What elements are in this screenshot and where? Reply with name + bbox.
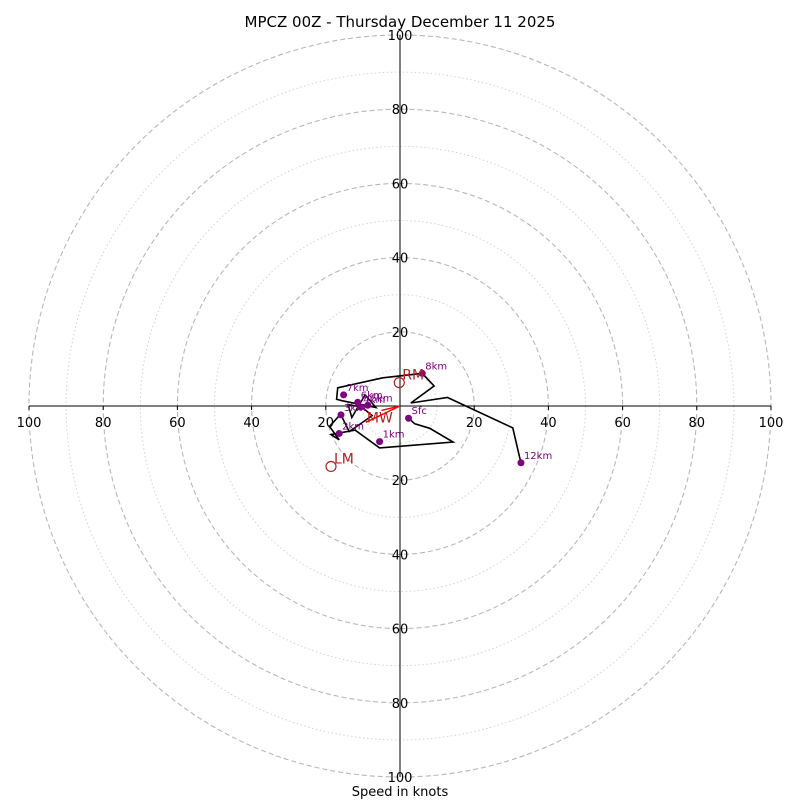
- y-tick-label: 20: [392, 474, 409, 489]
- tick-labels: 100 80 60 40 20 20 40 60 80 100100806040202040608…: [17, 29, 784, 786]
- height-marker-dot: [405, 414, 413, 422]
- chart-title: MPCZ 00Z - Thursday December 11 2025: [245, 13, 556, 31]
- x-tick-label: 60: [614, 416, 631, 431]
- height-marker-dot: [340, 391, 348, 399]
- height-marker-label: 1km: [383, 430, 405, 441]
- x-tick-label: 80: [95, 416, 112, 431]
- storm-motion-label: LM: [334, 451, 354, 467]
- x-tick-label: 40: [243, 416, 260, 431]
- height-marker-label: 2km: [342, 421, 364, 432]
- height-marker-label: 5km: [371, 393, 393, 404]
- x-tick-label: 100: [759, 416, 784, 431]
- motion-vector-line: [381, 405, 401, 412]
- y-tick-label: 40: [392, 252, 409, 267]
- x-axis-label: Speed in knots: [352, 785, 449, 800]
- hodograph-trace-layer: [328, 372, 522, 463]
- height-marker-label: 3km: [344, 403, 366, 414]
- hodograph-trace: [328, 372, 522, 463]
- height-marker-label: Sfc: [412, 406, 427, 417]
- y-tick-label: 60: [392, 177, 409, 192]
- height-marker-dot: [364, 401, 372, 409]
- y-tick-label: 100: [388, 29, 413, 44]
- x-tick-label: 60: [169, 416, 186, 431]
- height-marker-label: 4km: [363, 395, 385, 406]
- x-tick-label: 80: [689, 416, 706, 431]
- height-marker-dot: [354, 398, 362, 406]
- height-marker-dot: [337, 411, 345, 419]
- height-marker-label: 12km: [524, 451, 552, 462]
- storm-motion-label: MW: [367, 410, 393, 426]
- storm-motion-label: RM: [402, 368, 424, 384]
- storm-motion-marker: [325, 460, 337, 473]
- y-tick-label: 80: [392, 103, 409, 118]
- height-marker-label: 7km: [347, 383, 369, 394]
- height-marker-dot: [517, 459, 525, 467]
- y-tick-label: 80: [392, 697, 409, 712]
- y-tick-label: 20: [392, 326, 409, 341]
- height-marker-dot: [376, 438, 384, 446]
- storm-motions: RM LM MW: [325, 368, 424, 473]
- height-marker-label: 8km: [425, 361, 447, 372]
- motion-vector-line: [365, 405, 401, 424]
- height-marker-dot: [418, 369, 426, 377]
- x-tick-label: 20: [466, 416, 483, 431]
- storm-motion-marker: [393, 377, 405, 389]
- height-marker-dot: [335, 429, 343, 437]
- y-tick-label: 40: [392, 548, 409, 563]
- height-marker-label: 6km: [361, 390, 383, 401]
- x-tick-label: 100: [17, 416, 42, 431]
- x-tick-label: 40: [540, 416, 557, 431]
- y-tick-label: 100: [388, 771, 413, 786]
- y-tick-label: 60: [392, 623, 409, 638]
